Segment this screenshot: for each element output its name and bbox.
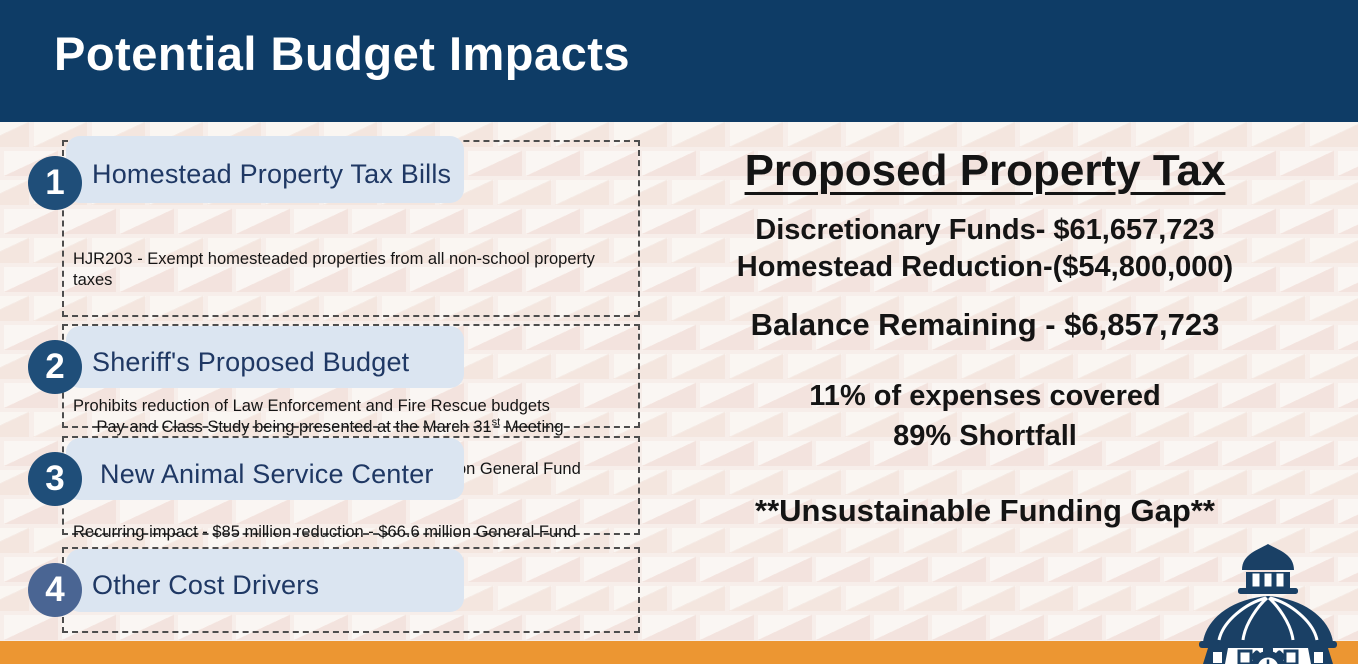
- homestead-reduction-line: Homestead Reduction-($54,800,000): [736, 251, 1234, 283]
- shortfall-line: 89% Shortfall: [893, 420, 1077, 452]
- detail-line: HJR203 - Exempt homesteaded properties f…: [73, 250, 600, 289]
- badge-number: 1: [45, 163, 65, 202]
- section-header-homestead: Homestead Property Tax Bills: [66, 136, 464, 203]
- section-title: Other Cost Drivers: [92, 570, 320, 600]
- section-number-badge-3: 3: [28, 452, 82, 506]
- badge-number: 4: [45, 570, 65, 609]
- section-header-other-costs: Other Cost Drivers: [66, 549, 464, 612]
- section-number-badge-1: 1: [28, 156, 82, 210]
- section-header-animal-center: New Animal Service Center: [66, 438, 464, 500]
- section-title: New Animal Service Center: [100, 458, 434, 489]
- badge-number: 2: [45, 347, 65, 386]
- section-header-sheriff: Sheriff's Proposed Budget: [66, 326, 464, 388]
- detail-line: Prohibits reduction of Law Enforcement a…: [73, 397, 550, 415]
- section-number-badge-2: 2: [28, 340, 82, 394]
- section-number-badge-4: 4: [28, 563, 82, 617]
- section-title: Homestead Property Tax Bills: [92, 159, 452, 189]
- proposed-tax-title: Proposed Property Tax: [744, 146, 1226, 195]
- funding-gap-line: **Unsustainable Funding Gap**: [755, 493, 1215, 528]
- header-bar: Potential Budget Impacts: [0, 0, 1358, 122]
- ordinal-superscript: st: [491, 416, 501, 429]
- section-details-sheriff: Pay and Class Study being presented at t…: [78, 396, 628, 459]
- slide-title: Potential Budget Impacts: [54, 27, 631, 80]
- discretionary-funds-line: Discretionary Funds- $61,657,723: [755, 214, 1215, 246]
- footer-bar: [0, 641, 1358, 664]
- expenses-covered-line: 11% of expenses covered: [809, 380, 1161, 412]
- capitol-dome-icon: [1199, 544, 1337, 664]
- badge-number: 3: [45, 459, 65, 498]
- section-title: Sheriff's Proposed Budget: [92, 346, 410, 377]
- detail-line: Recurring impact - $85 million reduction…: [73, 523, 577, 541]
- balance-remaining-line: Balance Remaining - $6,857,723: [750, 307, 1220, 342]
- detail-line: Pay and Class Study being presented at t…: [96, 418, 492, 436]
- detail-line: Meeting: [500, 418, 564, 436]
